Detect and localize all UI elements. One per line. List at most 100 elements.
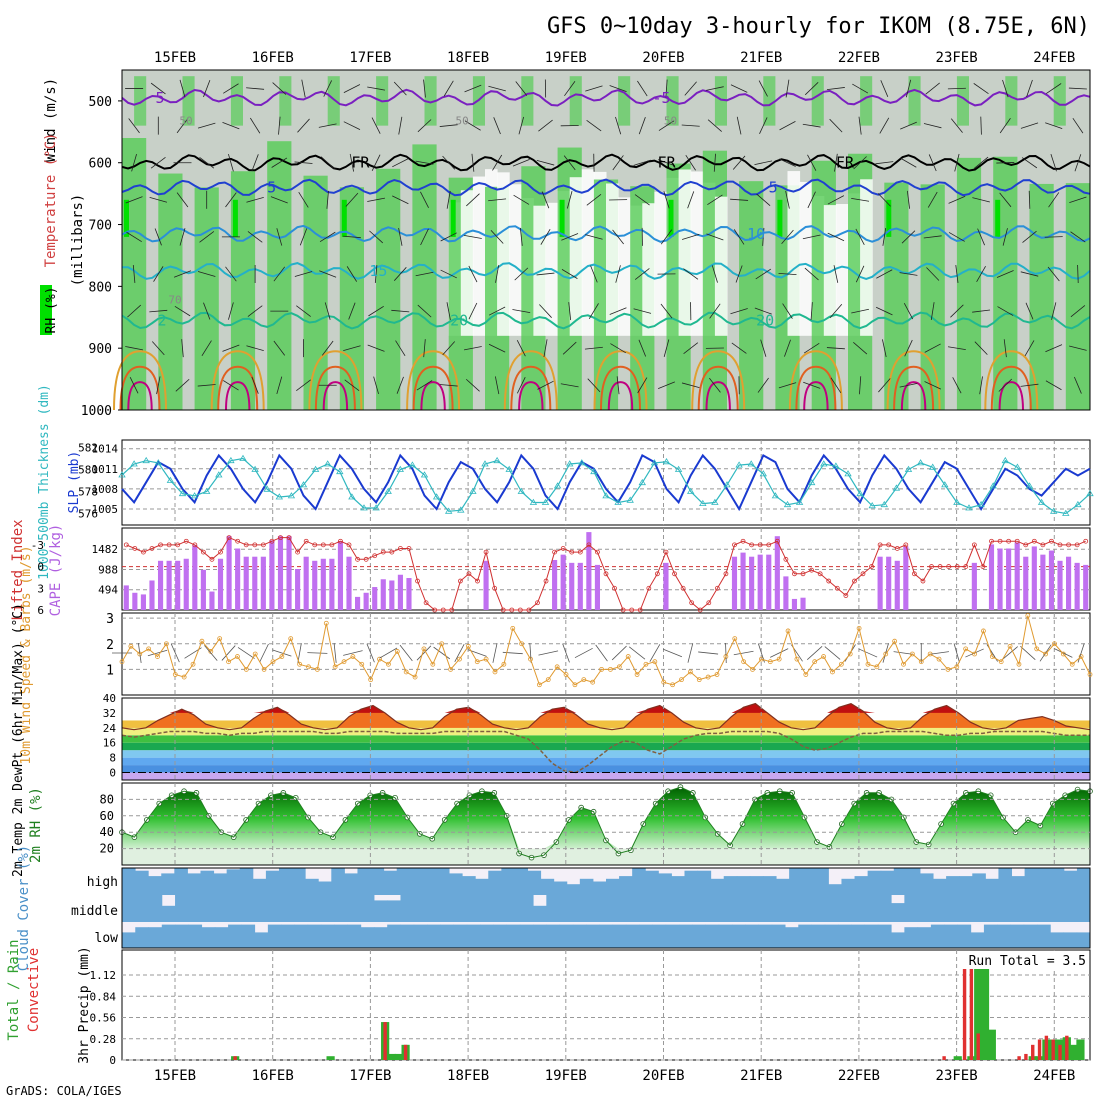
- wind-speed-marker: [465, 643, 471, 649]
- cape-bar: [252, 556, 258, 610]
- rh-high-core: [341, 199, 347, 237]
- cloud-cover-bar: [957, 895, 972, 922]
- wind-barb: [687, 643, 694, 663]
- wind-barb: [638, 117, 646, 135]
- wind-barb: [247, 305, 263, 317]
- wind-speed-marker: [536, 682, 542, 688]
- li-marker: [723, 571, 729, 577]
- wind-speed-marker: [909, 651, 915, 657]
- cloud-cover-bar: [612, 924, 627, 948]
- cloud-cover-bar: [1036, 924, 1051, 948]
- cloud-cover-bar: [175, 895, 189, 922]
- wind-speed-marker: [341, 659, 347, 665]
- rh-dry-region: [569, 177, 583, 336]
- wind-barb: [301, 79, 306, 98]
- rh-line: [121, 786, 1091, 859]
- cloud-cover-bar: [122, 932, 136, 948]
- cloud-cover-bar: [665, 895, 680, 922]
- wind-barb: [830, 377, 842, 394]
- wind-barb: [440, 232, 457, 242]
- wind-barb: [197, 122, 216, 129]
- cloud-cover-bar: [867, 870, 882, 895]
- wind-barb: [663, 191, 670, 209]
- thickness-marker: [142, 456, 150, 464]
- contour-label: 15: [369, 262, 387, 280]
- wind-barb: [826, 87, 845, 91]
- cloud-cover-bar: [758, 895, 773, 922]
- cloud-cover-bar: [135, 927, 150, 948]
- wind-barb: [154, 228, 162, 246]
- wind-barb: [446, 190, 451, 209]
- li-marker: [595, 549, 600, 555]
- li-marker: [372, 553, 378, 559]
- warm-dome-contour: [210, 350, 265, 411]
- wind-barb: [367, 197, 386, 202]
- wind-barb: [687, 191, 695, 209]
- li-marker: [817, 571, 823, 577]
- contour-label: FR: [351, 154, 370, 172]
- wind-barb: [566, 191, 573, 209]
- wind-barb: [417, 304, 432, 318]
- cloud-cover-bar: [213, 873, 228, 895]
- cloud-cover-bar: [785, 927, 799, 948]
- wind-barb: [711, 265, 718, 283]
- cloud-cover-bar: [493, 895, 508, 922]
- wind-barb: [1068, 87, 1087, 90]
- wind-axis-label: 10m Wind Speed & Barbs (m/s): [19, 545, 34, 764]
- cloud-cover-bar: [692, 924, 706, 948]
- wind-barb: [568, 302, 572, 321]
- cloud-cover-bar: [625, 924, 640, 948]
- wind-barb: [466, 193, 480, 207]
- rh-upper-moist: [908, 76, 921, 126]
- wind-barb: [709, 377, 721, 393]
- cloud-cover-bar: [294, 924, 309, 948]
- wind-barb: [1077, 643, 1085, 663]
- cape-bar: [586, 532, 592, 610]
- wind-barb: [827, 195, 845, 205]
- li-marker: [552, 549, 558, 555]
- wind-barb: [1020, 646, 1036, 660]
- wind-barb: [998, 378, 1013, 392]
- cloud-cover-bar: [480, 895, 494, 922]
- cape-bar: [791, 598, 798, 610]
- wind-barb: [179, 228, 186, 246]
- wind-barb: [588, 303, 599, 320]
- wind-barb: [127, 304, 142, 318]
- cloud-cover-bar: [294, 895, 309, 922]
- cloud-cover-bar: [957, 924, 972, 948]
- thickness-marker: [856, 489, 864, 497]
- temperature-band: [122, 757, 1090, 766]
- wind-speed-marker: [732, 636, 738, 642]
- wind-speed-marker: [616, 664, 622, 670]
- precip-total-bar: [1069, 1044, 1078, 1060]
- wind-barb: [852, 83, 869, 94]
- cloud-cover-bar: [148, 876, 162, 895]
- cloud-cover-bar: [122, 895, 136, 922]
- thickness-marker: [493, 456, 501, 464]
- wind-speed-marker: [288, 636, 294, 642]
- wind-barb: [393, 267, 407, 281]
- thickness-marker: [263, 485, 271, 492]
- li-marker: [732, 542, 737, 548]
- wind-barb: [222, 122, 240, 130]
- cloud-cover-bar: [239, 868, 254, 895]
- cloud-cover-bar: [944, 895, 958, 922]
- cloud-cover-bar: [619, 876, 633, 895]
- wind-barb: [221, 645, 236, 661]
- rh-moist-plume: [376, 168, 401, 410]
- slp-thickness-panel: 1005 1008 1011 1014 576 578 580 582 1000-500mb T…: [37, 384, 1094, 580]
- warm-dome-contour: [420, 381, 446, 411]
- cloud-cover-bar: [440, 924, 455, 948]
- wind-barb: [538, 650, 559, 656]
- date-tick-label: 15FEB: [154, 1068, 196, 1084]
- wind-barb: [393, 81, 407, 96]
- wind-barb: [439, 384, 458, 387]
- date-tick-label: 17FEB: [349, 50, 391, 66]
- wind-speed-marker: [181, 674, 187, 680]
- cloud-level-label: low: [95, 931, 119, 946]
- wind-barb: [706, 233, 724, 241]
- wind-barb: [396, 376, 404, 394]
- wind-barb: [663, 648, 683, 658]
- wind-barb: [374, 264, 378, 284]
- wind-barb: [637, 377, 648, 394]
